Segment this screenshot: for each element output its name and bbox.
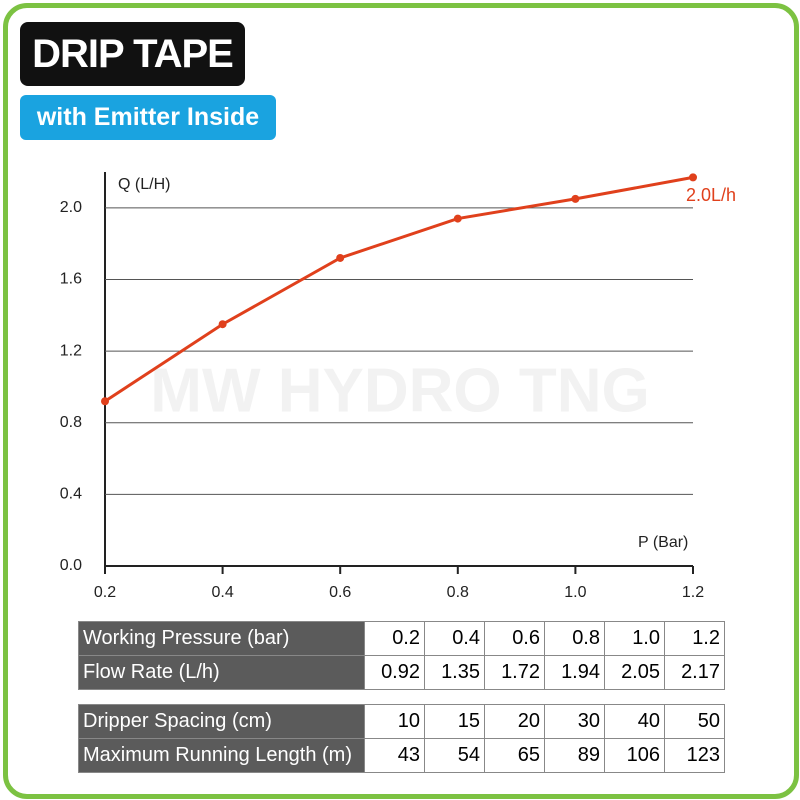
table-row: Working Pressure (bar) 0.2 0.4 0.6 0.8 1.0 1.2	[78, 621, 725, 656]
table: Dripper Spacing (cm) 10 15 20 30 40 50 Maximum …	[78, 704, 725, 773]
table-cell: 1.0	[604, 621, 665, 656]
x-tick-label: 0.4	[211, 584, 233, 601]
y-tick-label: 0.8	[60, 414, 82, 431]
table-row: Flow Rate (L/h) 0.92 1.35 1.72 1.94 2.05 2.17	[78, 655, 725, 690]
row-label: Maximum Running Length (m)	[78, 738, 365, 773]
table-cell: 2.17	[664, 655, 725, 690]
table-cell: 0.6	[484, 621, 545, 656]
subtitle: with Emitter Inside	[20, 95, 276, 140]
x-tick-label: 0.2	[94, 584, 116, 601]
table-cell: 0.8	[544, 621, 605, 656]
y-tick-label: 0.0	[60, 557, 82, 574]
y-tick-label: 2.0	[60, 199, 82, 216]
table-cell: 10	[364, 704, 425, 739]
point	[453, 214, 462, 223]
x-tick-label: 0.6	[329, 584, 351, 601]
table-cell: 50	[664, 704, 725, 739]
point	[101, 397, 109, 406]
y-tick-label: 1.2	[60, 342, 82, 359]
table-row: Dripper Spacing (cm) 10 15 20 30 40 50	[78, 704, 725, 739]
point	[571, 194, 580, 203]
line	[104, 175, 694, 403]
x-tick-label: 0.8	[447, 584, 469, 601]
y-tick-label: 1.6	[60, 271, 82, 288]
table-cell: 54	[424, 738, 485, 773]
table-cell: 0.2	[364, 621, 425, 656]
table-cell: 20	[484, 704, 545, 739]
y-tick-label: 0.4	[60, 486, 82, 503]
table-cell: 106	[604, 738, 665, 773]
table-cell: 1.72	[484, 655, 545, 690]
table-cell: 65	[484, 738, 545, 773]
point	[218, 320, 227, 329]
table-cell: 89	[544, 738, 605, 773]
row-label: Dripper Spacing (cm)	[78, 704, 365, 739]
table-cell: 15	[424, 704, 485, 739]
series-label: 2.0L/h	[686, 185, 736, 205]
table-row: Maximum Running Length (m) 43 54 65 89 106 123	[78, 738, 725, 773]
table-cell: 0.92	[364, 655, 425, 690]
y-axis-label: Q (L/H)	[118, 176, 170, 193]
table-cell: 1.2	[664, 621, 725, 656]
frame	[3, 3, 799, 799]
point	[689, 173, 697, 182]
watermark: MW HYDRO TNG	[150, 356, 649, 425]
x-tick-label: 1.2	[682, 584, 704, 601]
table-cell: 43	[364, 738, 425, 773]
table-cell: 40	[604, 704, 665, 739]
table-cell: 123	[664, 738, 725, 773]
row-label: Working Pressure (bar)	[78, 621, 365, 656]
table-cell: 1.35	[424, 655, 485, 690]
table: Working Pressure (bar) 0.2 0.4 0.6 0.8 1.0 1.2…	[78, 621, 725, 690]
title: DRIP TAPE	[20, 22, 245, 86]
row-label: Flow Rate (L/h)	[78, 655, 365, 690]
point	[336, 253, 345, 262]
table-cell: 2.05	[604, 655, 665, 690]
x-axis-label: P (Bar)	[638, 534, 688, 551]
table-cell: 30	[544, 704, 605, 739]
table-cell: 1.94	[544, 655, 605, 690]
table-cell: 0.4	[424, 621, 485, 656]
x-tick-label: 1.0	[564, 584, 586, 601]
